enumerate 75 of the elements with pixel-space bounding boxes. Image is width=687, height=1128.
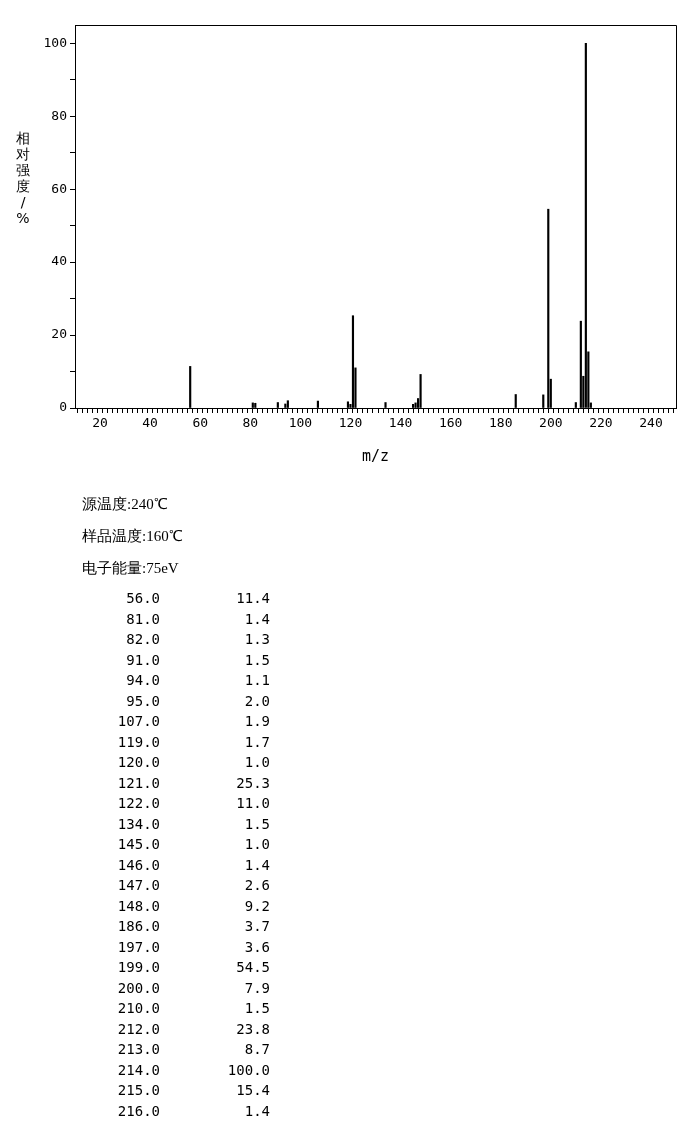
x-tick-label: 80 bbox=[242, 415, 259, 431]
category-label: 197.0 bbox=[116, 937, 160, 957]
y-tick-label: 0 bbox=[59, 399, 67, 415]
y-tick-label: 20 bbox=[51, 326, 67, 342]
category-label: 186.0 bbox=[116, 917, 160, 936]
category-label: 212.0 bbox=[116, 1019, 160, 1039]
data-label: 23.8 bbox=[235, 1019, 270, 1039]
category-label: 95.0 bbox=[125, 691, 160, 711]
data-label: 1.3 bbox=[243, 630, 270, 649]
category-label: 213.0 bbox=[116, 1040, 160, 1059]
data-label: 1.5 bbox=[243, 814, 270, 834]
x-axis-title: m/z bbox=[361, 446, 390, 465]
data-label: 25.3 bbox=[235, 773, 270, 793]
x-tick-label: 160 bbox=[438, 415, 463, 431]
data-label: 54.5 bbox=[235, 958, 270, 977]
category-label: 214.0 bbox=[116, 1060, 160, 1080]
x-tick-label: 220 bbox=[589, 415, 613, 431]
category-label: 210.0 bbox=[116, 999, 160, 1018]
category-label: 82.0 bbox=[125, 630, 160, 649]
category-label: 148.0 bbox=[116, 896, 160, 916]
data-label: 2.0 bbox=[243, 691, 270, 711]
category-label: 134.0 bbox=[116, 814, 160, 834]
x-tick-label: 20 bbox=[92, 415, 108, 431]
data-label: 8.7 bbox=[243, 1040, 270, 1059]
data-label: 7.9 bbox=[243, 978, 270, 998]
y-tick-label: 80 bbox=[51, 107, 67, 123]
category-label: 56.0 bbox=[125, 589, 160, 608]
category-label: 215.0 bbox=[116, 1081, 160, 1100]
x-tick-label: 140 bbox=[388, 415, 413, 431]
data-label: 100.0 bbox=[226, 1060, 270, 1080]
text: 样品温度:160℃ bbox=[82, 527, 183, 546]
category-label: 91.0 bbox=[125, 650, 160, 670]
data-label: 1.9 bbox=[243, 712, 270, 731]
data-label: 1.0 bbox=[243, 835, 270, 854]
y-tick-label: 40 bbox=[51, 253, 67, 269]
category-label: 200.0 bbox=[116, 978, 160, 998]
category-label: 145.0 bbox=[116, 835, 160, 854]
category-label: 147.0 bbox=[116, 876, 160, 895]
y-tick-label: 100 bbox=[43, 34, 67, 50]
category-label: 199.0 bbox=[116, 958, 160, 977]
text: 电子能量:75eV bbox=[82, 559, 180, 578]
category-label: 81.0 bbox=[125, 609, 160, 629]
data-label: 1.4 bbox=[243, 1101, 270, 1121]
data-label: 3.6 bbox=[243, 937, 270, 957]
data-label: 11.4 bbox=[235, 589, 270, 608]
x-tick-label: 180 bbox=[488, 415, 513, 431]
x-tick-label: 40 bbox=[142, 415, 158, 431]
data-label: 3.7 bbox=[243, 917, 270, 936]
y-tick-label: 60 bbox=[51, 180, 67, 196]
data-label: 1.7 bbox=[243, 732, 270, 752]
x-tick-label: 60 bbox=[192, 415, 209, 431]
data-label: 2.6 bbox=[243, 876, 270, 895]
y-axis-title: 相对强度/% bbox=[15, 130, 31, 226]
category-label: 216.0 bbox=[116, 1101, 160, 1121]
data-label: 1.4 bbox=[243, 609, 270, 629]
category-label: 146.0 bbox=[116, 855, 160, 875]
x-tick-label: 100 bbox=[288, 415, 313, 431]
data-label: 1.4 bbox=[243, 855, 270, 875]
data-label: 9.2 bbox=[243, 896, 270, 916]
data-label: 11.0 bbox=[235, 794, 270, 813]
data-label: 1.5 bbox=[243, 650, 270, 670]
x-tick-label: 240 bbox=[639, 415, 663, 431]
text: 源温度:240℃ bbox=[82, 495, 169, 514]
x-tick-label: 200 bbox=[539, 415, 563, 431]
x-tick-label: 120 bbox=[338, 415, 363, 431]
data-label: 15.4 bbox=[235, 1081, 270, 1100]
category-label: 122.0 bbox=[116, 794, 160, 813]
category-label: 119.0 bbox=[116, 732, 160, 752]
data-label: 1.0 bbox=[243, 753, 270, 772]
category-label: 107.0 bbox=[116, 712, 160, 731]
category-label: 120.0 bbox=[116, 753, 160, 772]
category-label: 94.0 bbox=[125, 671, 160, 690]
data-label: 1.5 bbox=[243, 999, 270, 1018]
category-label: 121.0 bbox=[116, 773, 160, 793]
data-label: 1.1 bbox=[243, 671, 270, 690]
